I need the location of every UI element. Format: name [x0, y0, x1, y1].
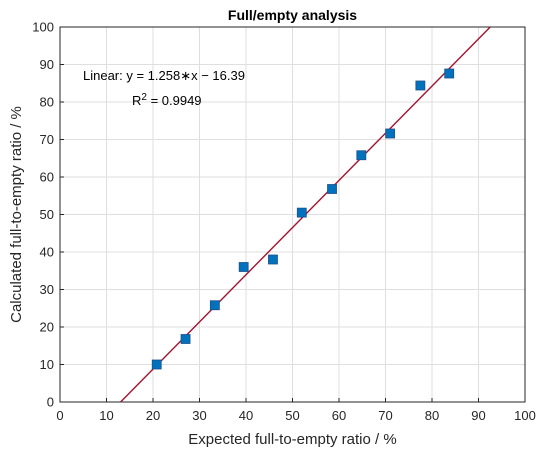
x-tick-label: 100: [514, 408, 536, 423]
data-point-marker: [151, 359, 162, 370]
data-point-marker: [296, 207, 307, 218]
grid-lines: [59, 26, 526, 403]
x-tick-label: 60: [332, 408, 346, 423]
x-ticks: 0 10 20 30 40 50 60 70 80 90 100: [56, 398, 536, 423]
x-tick-label: 30: [192, 408, 206, 423]
data-point-marker: [415, 80, 426, 91]
y-tick-label: 100: [32, 20, 54, 35]
data-point-marker: [238, 262, 249, 272]
x-tick-label: 70: [378, 408, 392, 423]
x-tick-label: 50: [285, 408, 299, 423]
data-point-marker: [268, 254, 278, 265]
y-tick-label: 80: [40, 95, 54, 110]
x-tick-label: 40: [239, 408, 253, 423]
x-tick-label: 90: [471, 408, 485, 423]
r-squared-value: = 0.9949: [147, 93, 202, 108]
r-squared-symbol: R: [132, 93, 141, 108]
fit-equation-label: Linear: y = 1.258∗x − 16.39: [83, 68, 245, 83]
r-squared-exponent: 2: [141, 92, 147, 103]
y-tick-label: 40: [40, 245, 54, 260]
series: [120, 27, 491, 402]
chart-title: Full/empty analysis: [228, 7, 357, 23]
x-tick-label: 10: [99, 408, 113, 423]
x-tick-label: 20: [146, 408, 160, 423]
data-point-marker: [209, 300, 220, 311]
data-point-marker: [327, 184, 337, 194]
data-point-marker: [385, 128, 396, 139]
x-axis-label: Expected full-to-empty ratio / %: [188, 431, 396, 448]
y-tick-label: 30: [40, 282, 54, 297]
data-point-marker: [180, 334, 191, 344]
y-tick-label: 60: [40, 170, 54, 185]
y-tick-label: 70: [40, 132, 54, 147]
x-tick-label: 0: [56, 408, 63, 423]
data-point-marker: [444, 68, 455, 79]
data-point-marker: [356, 150, 367, 161]
y-tick-label: 0: [47, 395, 54, 410]
y-axis-label: Calculated full-to-empty ratio / %: [8, 106, 25, 323]
y-ticks: 0 10 20 30 40 50 60 70 80 90 100: [32, 20, 64, 410]
fit-r-squared-label: R2 = 0.9949: [132, 92, 202, 108]
y-tick-label: 10: [40, 357, 54, 372]
y-tick-label: 20: [40, 320, 54, 335]
y-tick-label: 50: [40, 207, 54, 222]
y-tick-label: 90: [40, 57, 54, 72]
x-tick-label: 80: [425, 408, 439, 423]
